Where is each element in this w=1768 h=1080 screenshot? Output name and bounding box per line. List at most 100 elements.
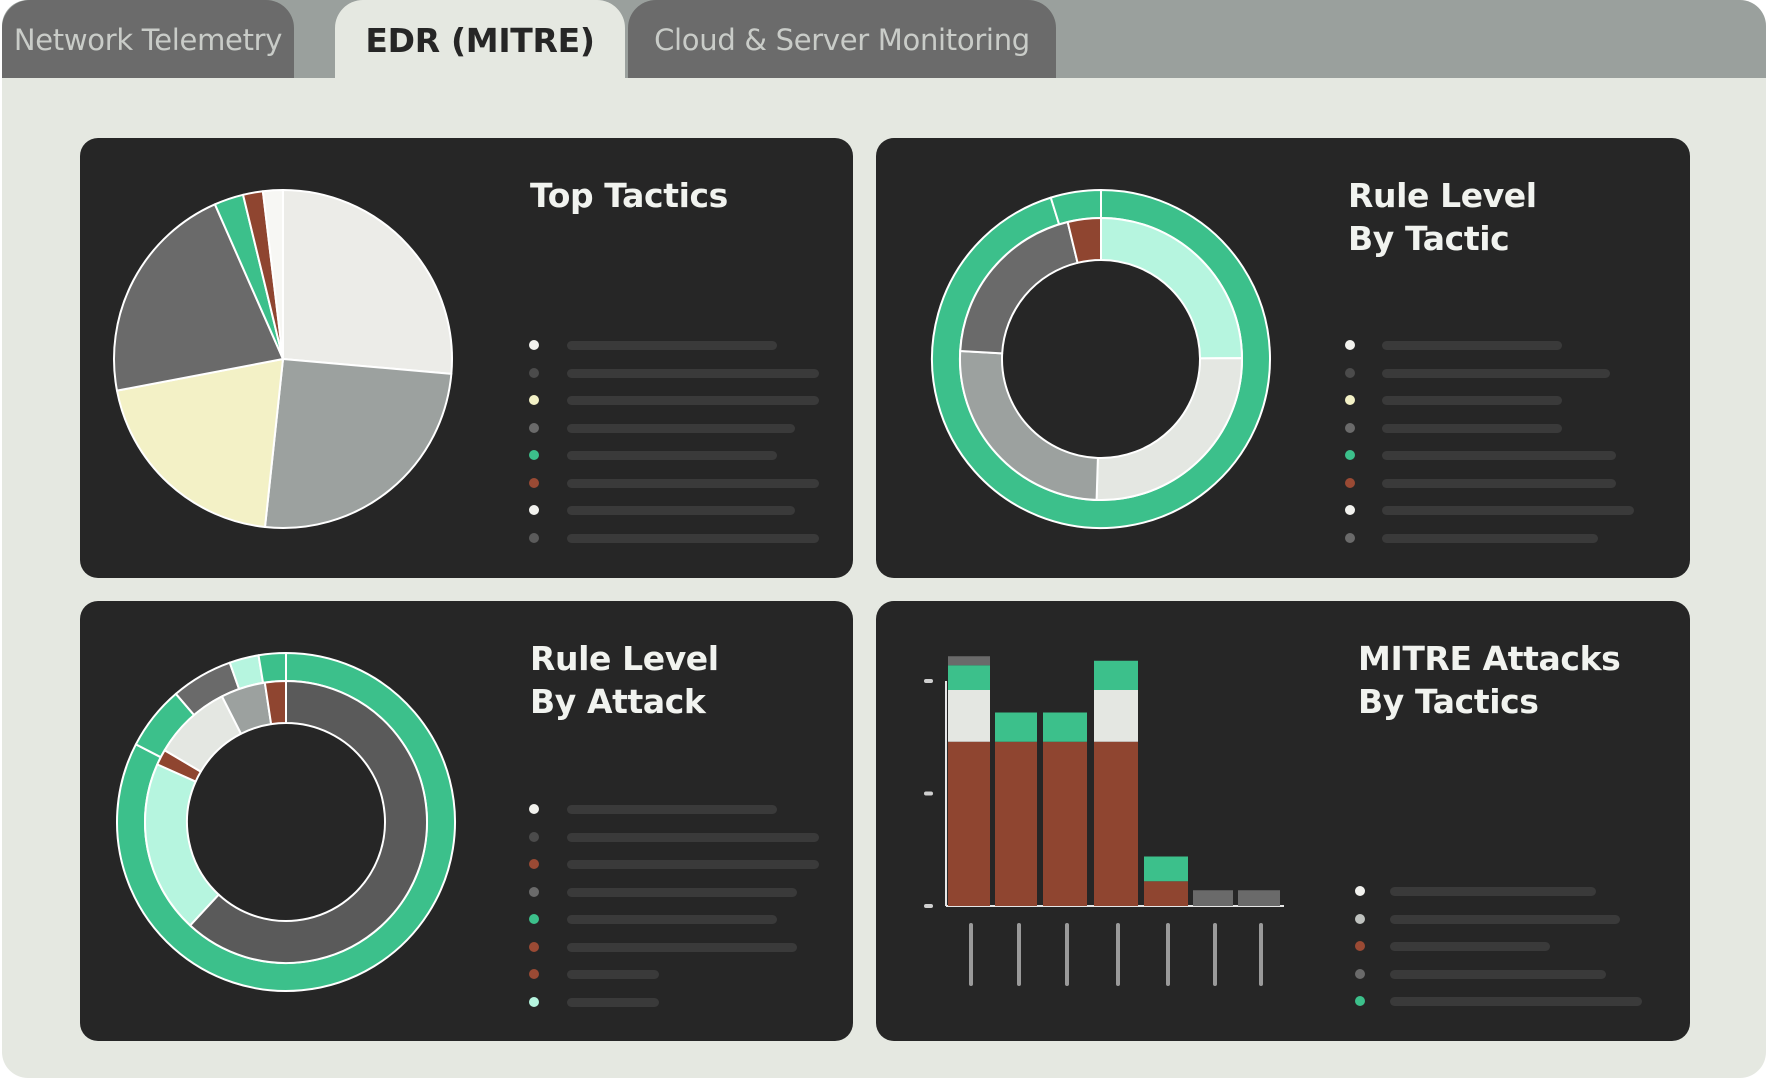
legend-swatch [529,969,539,979]
legend-swatch [1355,968,1365,979]
panel-title: Rule Level By Tactic [1348,176,1537,258]
tab-bar: Network Telemetry EDR (MITRE) Cloud & Se… [2,0,1766,78]
bar-segment [1144,856,1188,882]
bar-segment [948,741,990,906]
legend-swatch [1355,941,1365,951]
legend-label-placeholder [1390,942,1550,951]
bar-segment [1043,712,1087,742]
legend-swatch [529,886,539,897]
legend-label-placeholder [567,860,819,869]
rule-level-by-tactic-donut-chart [931,189,1271,529]
legend-swatch [529,477,539,488]
panel-rule-level-by-attack: Rule Level By Attack [80,601,853,1041]
bar-segment [995,712,1037,742]
legend-label-placeholder [1390,887,1596,896]
y-tick [924,679,933,683]
x-tick [1116,923,1120,986]
legend-swatch [1345,505,1355,515]
pie-slice [115,358,284,529]
legend-label-placeholder [567,451,777,460]
legend-label-placeholder [1382,451,1616,460]
panel-title: Rule Level By Attack [530,639,719,721]
legend-label-placeholder [567,533,819,543]
pie-slice [282,189,453,375]
panel-title: MITRE Attacks By Tactics [1358,639,1621,721]
tab-edr-mitre[interactable]: EDR (MITRE) [335,0,625,78]
legend-label-placeholder [1382,478,1616,488]
x-tick [1017,923,1021,986]
rule-level-by-attack-donut-chart [116,652,456,992]
legend-swatch [1355,996,1365,1006]
legend-label-placeholder [567,478,819,488]
x-tick [1259,923,1263,986]
x-tick [969,923,973,986]
legend-swatch [529,340,539,350]
legend-swatch [1345,367,1355,378]
bar-segment [1094,690,1138,742]
legend-label-placeholder [567,997,659,1007]
top-tactics-pie-chart [113,189,453,529]
donut-segment [189,680,428,964]
legend-swatch [529,367,539,378]
bar-segment [1238,890,1280,906]
legend-swatch [529,532,539,543]
bar-segment [1043,741,1087,906]
legend-swatch [529,859,539,869]
legend-label-placeholder [567,368,819,378]
legend-label-placeholder [567,341,777,350]
legend-swatch [529,422,539,433]
bar-segment [948,665,990,690]
legend-swatch [529,941,539,952]
legend-swatch [529,996,539,1007]
panel-top-tactics: Top Tactics [80,138,853,578]
legend-label-placeholder [567,942,797,952]
legend-label-placeholder [567,970,659,979]
legend-label-placeholder [1390,997,1642,1006]
legend-swatch [529,505,539,515]
x-tick [1065,923,1069,986]
legend-swatch [529,804,539,814]
panel-title: Top Tactics [530,176,728,215]
legend-swatch [1345,450,1355,460]
bar-segment [1094,660,1138,690]
pie-slice [263,358,453,529]
legend-label-placeholder [567,832,819,842]
bar-segment [948,656,990,666]
x-tick [1166,923,1170,986]
panel-rule-level-by-tactic: Rule Level By Tactic [876,138,1690,578]
bar-segment [1144,881,1188,906]
legend-swatch [1345,340,1355,350]
legend-label-placeholder [1382,368,1610,378]
legend-swatch [1345,477,1355,488]
legend-swatch [1345,532,1355,543]
bar-segment [948,690,990,742]
legend-swatch [529,395,539,405]
panel-mitre-attacks-by-tactics: MITRE Attacks By Tactics [876,601,1690,1041]
legend-swatch [529,450,539,460]
legend-swatch [529,831,539,842]
legend-label-placeholder [567,805,777,814]
legend-swatch [1355,913,1365,924]
legend-label-placeholder [1390,969,1606,979]
bar-segment [995,741,1037,906]
legend-label-placeholder [567,506,795,515]
tab-network-telemetry[interactable]: Network Telemetry [2,0,294,78]
legend-label-placeholder [567,915,777,924]
tab-cloud-server-monitoring[interactable]: Cloud & Server Monitoring [628,0,1056,78]
legend-swatch [1345,422,1355,433]
donut-segment [257,652,287,684]
donut-segment [1066,217,1102,264]
legend-label-placeholder [567,423,795,433]
x-tick [1213,923,1217,986]
legend-swatch [529,914,539,924]
y-tick [924,791,933,796]
donut-segment [263,680,287,726]
legend-label-placeholder [1382,423,1562,433]
legend-label-placeholder [567,887,797,897]
mitre-attacks-bar-chart [924,656,1284,986]
legend-label-placeholder [567,396,819,405]
legend-swatch [1355,886,1365,896]
legend-swatch [1345,395,1355,405]
pie-slice [261,189,284,360]
